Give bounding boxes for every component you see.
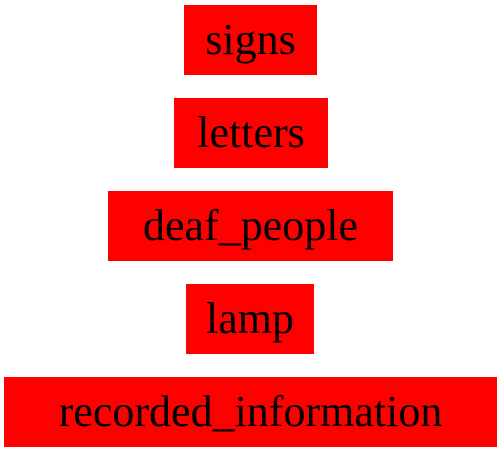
node-deaf-people: deaf_people <box>108 191 393 261</box>
node-lamp: lamp <box>186 284 314 354</box>
node-letters: letters <box>174 98 328 168</box>
node-recorded-information: recorded_information <box>4 377 497 447</box>
node-signs: signs <box>184 5 317 75</box>
